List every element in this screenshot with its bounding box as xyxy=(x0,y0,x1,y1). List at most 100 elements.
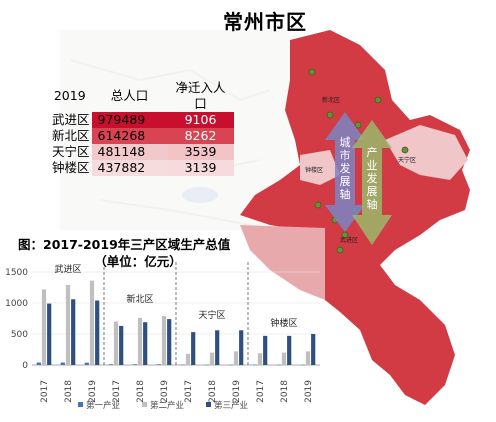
table-header-net: 净迁入人口 xyxy=(175,80,226,111)
bar-第二产业 xyxy=(113,321,119,365)
map-region-light xyxy=(240,225,325,300)
city-axis-label: 城市发展轴 xyxy=(340,136,351,201)
x-tick-label: 2017 xyxy=(40,380,50,403)
bar-第三产业 xyxy=(143,322,148,365)
y-tick-label: 0 xyxy=(22,361,28,371)
bar-第一产业 xyxy=(108,364,113,365)
bar-第三产业 xyxy=(263,335,268,365)
map-label-zhonglou: 钟楼区 xyxy=(305,166,323,174)
bar-第一产业 xyxy=(36,362,41,365)
bar-第二产业 xyxy=(65,285,71,365)
page-title: 常州市区 xyxy=(223,10,307,34)
table-header-year: 2019 xyxy=(53,88,86,103)
map-region-zhonglou xyxy=(300,150,340,185)
table-cell-district: 钟楼区 xyxy=(52,160,90,175)
population-table: 2019 总人口 净迁入人口 武进区 979489 9106 新北区 61426… xyxy=(48,80,234,176)
x-tick-label: 2019 xyxy=(304,380,314,403)
bar-第三产业 xyxy=(47,303,52,365)
bar-第一产业 xyxy=(156,364,161,365)
legend-label: 第三产业 xyxy=(214,400,248,411)
legend-label: 第二产业 xyxy=(150,400,184,411)
district-map: 新北区 天宁区 钟楼区 武进区 城市发展轴 产业发展轴 xyxy=(240,30,470,405)
group-label: 天宁区 xyxy=(198,309,225,321)
legend-swatch xyxy=(78,402,83,407)
bar-第三产业 xyxy=(119,325,124,365)
bar-第二产业 xyxy=(185,353,191,365)
table-row: 天宁区 481148 3539 xyxy=(48,144,234,160)
bar-第三产业 xyxy=(191,332,196,365)
table-cell-net: 3139 xyxy=(167,160,234,176)
bar-第三产业 xyxy=(311,334,316,365)
chart-title-line1: 图：2017-2019年三产区域生产总值 xyxy=(18,237,231,252)
legend-label: 第一产业 xyxy=(86,400,120,411)
bar-第三产业 xyxy=(167,319,172,365)
group-label: 武进区 xyxy=(54,263,81,275)
x-tick-label: 2018 xyxy=(64,380,74,403)
bar-第三产业 xyxy=(71,299,76,365)
chart-title-line2: （单位：亿元） xyxy=(94,254,182,269)
x-tick-label: 2018 xyxy=(208,380,218,403)
bar-第一产业 xyxy=(180,364,185,366)
bar-第三产业 xyxy=(239,330,244,365)
table-cell-total: 979489 xyxy=(91,112,168,128)
bar-第二产业 xyxy=(137,317,143,365)
bar-第一产业 xyxy=(276,364,281,366)
x-tick-label: 2018 xyxy=(136,380,146,403)
table-cell-total: 614268 xyxy=(91,128,168,144)
group-label: 新北区 xyxy=(126,293,153,305)
bar-第一产业 xyxy=(204,364,209,366)
bar-第三产业 xyxy=(215,330,220,365)
map-label-tianning: 天宁区 xyxy=(398,156,416,164)
bar-第二产业 xyxy=(257,353,263,365)
x-tick-label: 2017 xyxy=(256,380,266,403)
x-tick-label: 2019 xyxy=(160,380,170,403)
bar-第二产业 xyxy=(209,352,215,365)
table-header-row: 2019 总人口 净迁入人口 xyxy=(48,80,234,112)
bar-第一产业 xyxy=(132,364,137,365)
table-cell-total: 481148 xyxy=(91,144,168,160)
legend-swatch xyxy=(142,402,147,407)
x-tick-label: 2017 xyxy=(184,380,194,403)
group-label: 钟楼区 xyxy=(270,317,297,329)
table-header-total: 总人口 xyxy=(110,88,149,103)
y-tick-label: 500 xyxy=(11,330,28,340)
bar-第一产业 xyxy=(84,362,89,365)
bar-第二产业 xyxy=(281,352,287,365)
industry-axis-arrow: 产业发展轴 xyxy=(352,120,392,245)
table-cell-district: 新北区 xyxy=(52,128,90,143)
x-tick-label: 2019 xyxy=(88,380,98,403)
table-row: 钟楼区 437882 3139 xyxy=(48,160,234,176)
chart-title: 图：2017-2019年三产区域生产总值 （单位：亿元） xyxy=(18,236,248,270)
bar-第三产业 xyxy=(95,300,100,365)
bar-第二产业 xyxy=(41,289,47,365)
industry-axis-label: 产业发展轴 xyxy=(367,145,378,211)
map-label-xinbei: 新北区 xyxy=(322,96,340,104)
bar-第二产业 xyxy=(161,316,167,365)
bar-第一产业 xyxy=(300,364,305,366)
gdp-bar-chart: 0 500 1000 1500 2017 2018 2019 2017 2018 2019 2017… xyxy=(5,262,320,411)
y-tick-label: 1500 xyxy=(5,268,28,278)
y-tick-label: 1000 xyxy=(5,299,28,309)
bar-第一产业 xyxy=(228,364,233,366)
table-cell-net: 3539 xyxy=(167,144,234,160)
table-cell-net: 8262 xyxy=(167,128,234,144)
bar-第一产业 xyxy=(60,362,65,365)
table-cell-district: 天宁区 xyxy=(52,144,90,159)
bar-第三产业 xyxy=(287,335,292,365)
table-cell-total: 437882 xyxy=(91,160,168,176)
city-axis-arrow: 城市发展轴 xyxy=(325,112,365,232)
bar-第二产业 xyxy=(305,351,311,365)
table-cell-net: 9106 xyxy=(167,112,234,128)
bar-第二产业 xyxy=(233,351,239,365)
map-label-wujin: 武进区 xyxy=(340,236,358,244)
x-tick-label: 2018 xyxy=(280,380,290,403)
bar-第一产业 xyxy=(252,364,257,366)
table-row: 武进区 979489 9106 xyxy=(48,112,234,128)
table-cell-district: 武进区 xyxy=(52,112,90,127)
x-tick-label: 2019 xyxy=(232,380,242,403)
x-tick-label: 2017 xyxy=(112,380,122,403)
table-row: 新北区 614268 8262 xyxy=(48,128,234,144)
bar-第二产业 xyxy=(89,280,95,365)
